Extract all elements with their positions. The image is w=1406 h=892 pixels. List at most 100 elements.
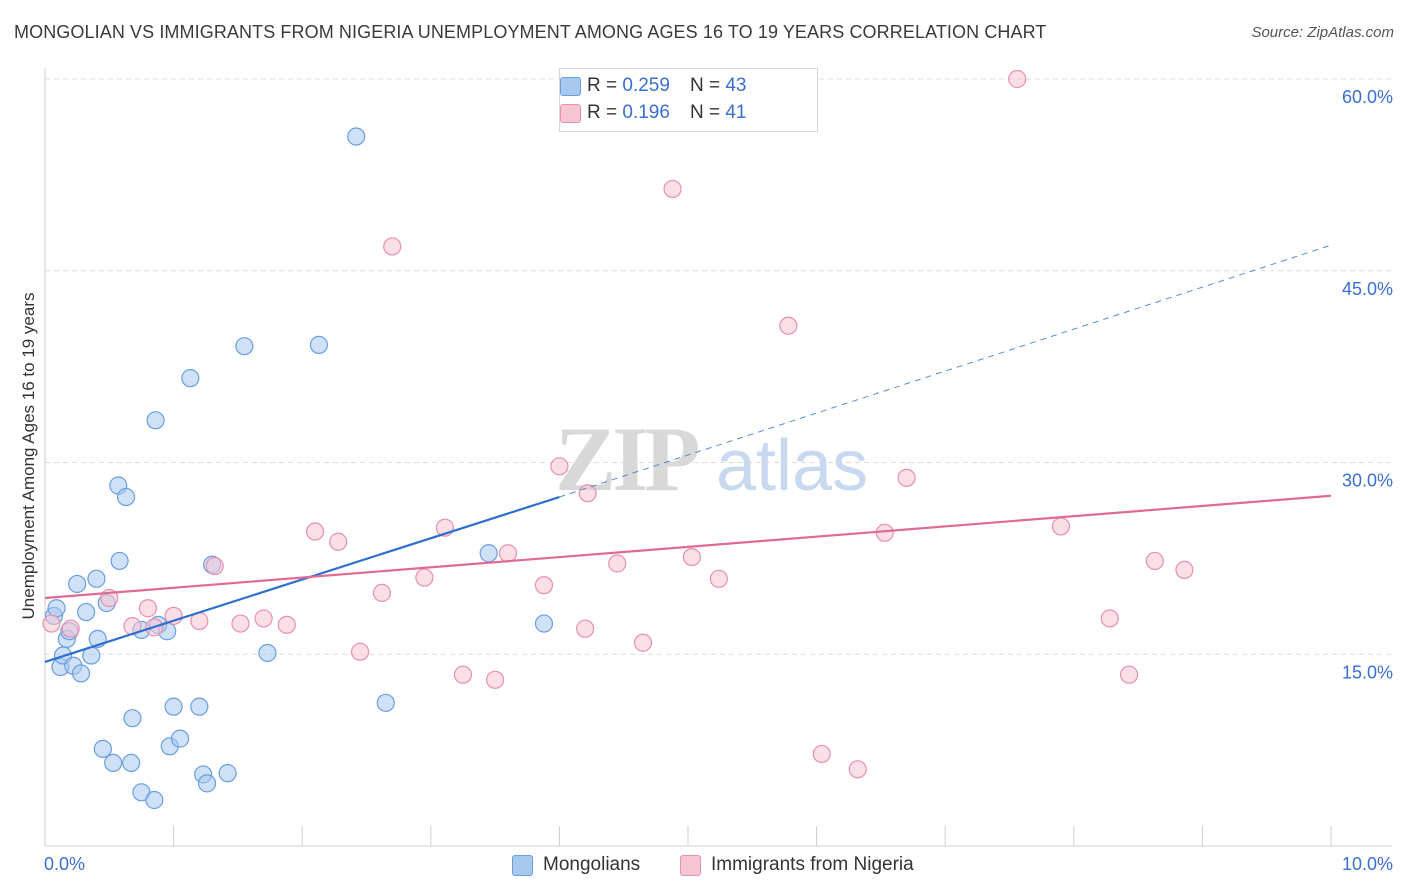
- mongolian-point: [218, 764, 237, 783]
- data-points: [42, 69, 1194, 810]
- mongolian-trend-extension: [559, 244, 1332, 498]
- mongolian-point: [116, 487, 136, 507]
- mongolian-point: [347, 127, 366, 146]
- legend-swatch-blue: [560, 77, 581, 96]
- trend-lines: [44, 244, 1332, 663]
- nigeria-point: [534, 576, 554, 595]
- nigeria-point: [848, 760, 867, 779]
- nigeria-point: [897, 468, 916, 487]
- nigeria-point: [663, 179, 682, 199]
- mongolian-point: [110, 551, 129, 571]
- legend-label-mongolians: Mongolians: [543, 854, 641, 875]
- mongolian-point: [68, 574, 87, 594]
- nigeria-point: [633, 633, 653, 652]
- legend-swatch-nigeria: [680, 854, 701, 876]
- nigeria-point: [453, 665, 473, 684]
- nigeria-trend-line: [44, 494, 1332, 600]
- nigeria-point: [350, 642, 370, 661]
- x-tick-label: 10.0%: [1342, 854, 1393, 874]
- nigeria-point: [277, 615, 296, 634]
- nigeria-point: [231, 614, 250, 633]
- chart-title: MONGOLIAN VS IMMIGRANTS FROM NIGERIA UNE…: [14, 22, 1047, 42]
- nigeria-point: [498, 544, 518, 563]
- mongolian-point: [145, 790, 164, 810]
- mongolian-point: [87, 569, 106, 588]
- x-tick-label: 0.0%: [44, 854, 85, 874]
- nigeria-point: [205, 556, 224, 576]
- nigeria-point: [608, 554, 627, 573]
- nigeria-point: [578, 484, 597, 503]
- legend-r-label: R =: [587, 75, 618, 96]
- nigeria-point: [1119, 665, 1139, 684]
- nigeria-point: [1175, 560, 1194, 579]
- watermark: ZIP atlas: [555, 408, 868, 510]
- legend-n-label: N =: [689, 75, 721, 96]
- y-tick-label: 15.0%: [1342, 662, 1393, 682]
- mongolian-point: [309, 335, 329, 354]
- nigeria-point: [329, 532, 348, 551]
- mongolian-point: [235, 337, 254, 356]
- mongolian-point: [181, 369, 200, 388]
- y-axis-label: Unemployment Among Ages 16 to 19 years: [19, 292, 38, 620]
- legend-item-nigeria[interactable]: Immigrants from Nigeria: [680, 852, 914, 878]
- nigeria-point: [682, 547, 701, 567]
- nigeria-point: [875, 523, 894, 542]
- mongolian-point: [71, 664, 91, 683]
- y-tick-label: 30.0%: [1342, 471, 1393, 491]
- legend-r-value: 0.259: [622, 75, 670, 96]
- legend-item-mongolians[interactable]: Mongolians: [512, 852, 640, 878]
- nigeria-point: [576, 619, 595, 638]
- mongolian-point: [122, 753, 141, 773]
- nigeria-point: [550, 457, 569, 476]
- nigeria-point: [61, 619, 80, 638]
- legend-row-nigeria: R = 0.196 N = 41: [560, 101, 747, 125]
- tick-labels: 15.0% 30.0% 45.0% 60.0% 0.0% 10.0%: [44, 87, 1393, 874]
- nigeria-point: [372, 583, 392, 602]
- mongolian-point: [190, 697, 209, 716]
- legend-r-label: R =: [587, 102, 618, 123]
- nigeria-point: [1051, 517, 1071, 536]
- nigeria-point: [812, 744, 831, 764]
- mongolian-trend-line: [44, 495, 560, 663]
- legend-swatch-mongolians: [512, 854, 533, 876]
- nigeria-point: [1145, 551, 1164, 571]
- y-tick-label: 60.0%: [1342, 87, 1393, 107]
- legend-row-mongolians: R = 0.259 N = 43: [560, 74, 747, 98]
- chart-source: Source: ZipAtlas.com: [1251, 24, 1394, 41]
- mongolian-point: [93, 739, 112, 758]
- legend-n-value: 41: [725, 102, 747, 123]
- mongolian-point: [197, 774, 217, 793]
- nigeria-point: [42, 614, 61, 633]
- mongolian-point: [170, 729, 190, 748]
- mongolian-point: [47, 599, 66, 618]
- nigeria-point: [138, 599, 157, 618]
- mongolian-point: [258, 643, 277, 663]
- nigeria-point: [383, 237, 402, 256]
- mongolian-point: [376, 693, 395, 712]
- axes: [44, 68, 1392, 847]
- nigeria-point: [415, 568, 434, 587]
- legend-n-label: N =: [689, 102, 721, 123]
- nigeria-point: [709, 569, 728, 588]
- mongolian-point: [534, 614, 554, 633]
- y-tick-label: 45.0%: [1342, 279, 1393, 299]
- legend-r-value: 0.196: [622, 102, 670, 123]
- legend-swatch-pink: [560, 104, 581, 123]
- nigeria-point: [254, 609, 273, 628]
- nigeria-point: [1100, 609, 1119, 628]
- nigeria-point: [779, 316, 798, 335]
- legend-n-value: 43: [725, 75, 747, 96]
- mongolian-point: [146, 411, 165, 430]
- mongolian-point: [104, 753, 123, 773]
- correlation-legend: R = 0.259 N = 43 R = 0.196 N = 41: [559, 68, 818, 132]
- nigeria-point: [305, 522, 325, 541]
- watermark-atlas: atlas: [716, 426, 868, 506]
- nigeria-point: [1008, 69, 1027, 89]
- mongolian-point: [164, 697, 183, 716]
- mongolian-point: [479, 544, 498, 563]
- mongolian-point: [77, 602, 96, 622]
- mongolian-point: [123, 709, 142, 728]
- legend-label-nigeria: Immigrants from Nigeria: [711, 854, 914, 875]
- nigeria-point: [486, 670, 505, 689]
